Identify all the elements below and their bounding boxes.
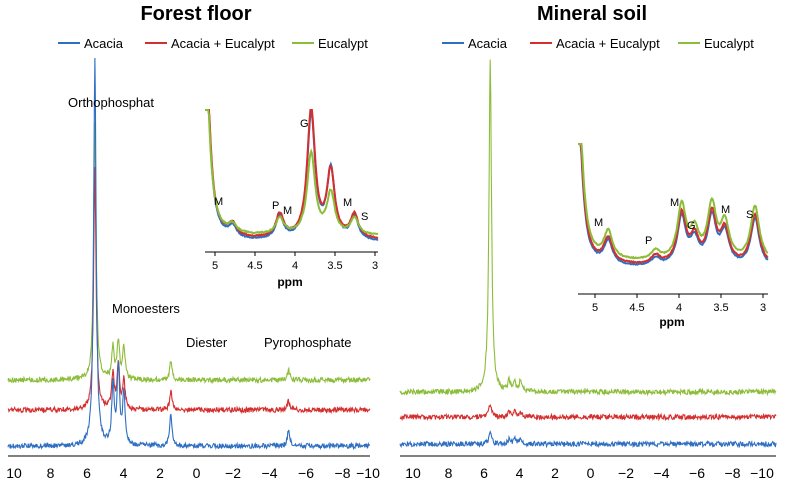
- tick-label: −2: [618, 465, 634, 481]
- tick-label: 8: [47, 465, 55, 481]
- inset-peak-label: M: [594, 217, 603, 229]
- inset-x-axis-label: ppm: [277, 275, 302, 289]
- inset-tick-label: 3: [372, 260, 378, 272]
- inset-peak-label: P: [645, 235, 652, 247]
- legend-label-acacia-eucalypt: Acacia + Eucalypt: [171, 36, 275, 51]
- tick-label: −10: [750, 465, 774, 481]
- tick-label: −8: [335, 465, 351, 481]
- tick-label: 0: [587, 465, 595, 481]
- inset-tick-label: 3.5: [713, 302, 728, 314]
- tick-label: 10: [6, 465, 22, 481]
- main-spectra: [7, 57, 371, 451]
- annotation-pyrophosphate: Pyrophosphate: [264, 335, 351, 350]
- tick-label: −2: [225, 465, 241, 481]
- inset-chart: 5 4.5 4 3.5 3 ppm M P M G M S: [205, 109, 379, 289]
- inset-peak-label: P: [272, 200, 279, 212]
- chart-title: Forest floor: [140, 3, 251, 25]
- legend-label-eucalypt: Eucalypt: [704, 36, 754, 51]
- panel-forest-floor: Forest floor Acacia Acacia + Eucalypt Eu…: [6, 3, 380, 481]
- inset-peak-label: M: [283, 205, 292, 217]
- inset-x-axis-label: ppm: [659, 315, 684, 329]
- inset-series-line-eucalypt: [205, 109, 379, 236]
- tick-label: −4: [654, 465, 670, 481]
- annotation-orthophosphat: Orthophosphat: [68, 95, 154, 110]
- inset-series-line-eucalypt: [578, 143, 769, 260]
- legend-label-acacia-eucalypt: Acacia + Eucalypt: [556, 36, 660, 51]
- tick-label: 4: [516, 465, 524, 481]
- tick-label: 10: [405, 465, 421, 481]
- inset-tick-label: 4: [676, 302, 682, 314]
- inset-peak-label: G: [687, 220, 696, 232]
- main-spectra: [399, 59, 777, 449]
- tick-label: −10: [356, 465, 380, 481]
- inset-peak-label: M: [214, 196, 223, 208]
- inset-tick-label: 4: [292, 260, 298, 272]
- series-line-acacia: [7, 57, 371, 451]
- legend-label-acacia: Acacia: [468, 36, 508, 51]
- tick-label: −6: [689, 465, 705, 481]
- series-line-acacia-eucalypt: [399, 403, 777, 422]
- legend-label-eucalypt: Eucalypt: [318, 36, 368, 51]
- inset-series-line-acacia-eucalypt: [578, 143, 769, 264]
- inset-tick-label: 5: [212, 260, 218, 272]
- inset-tick-label: 4.5: [629, 302, 644, 314]
- series-line-acacia-eucalypt: [7, 166, 371, 415]
- inset-peak-label: S: [746, 209, 753, 221]
- inset-peak-label: S: [361, 211, 368, 223]
- inset-peak-label: M: [721, 204, 730, 216]
- tick-label: 0: [193, 465, 201, 481]
- legend-label-acacia: Acacia: [84, 36, 124, 51]
- legend: Acacia Acacia + Eucalypt Eucalypt: [58, 36, 368, 51]
- chart-title: Mineral soil: [537, 3, 647, 25]
- tick-label: 8: [445, 465, 453, 481]
- series-line-eucalypt: [7, 122, 371, 385]
- inset-tick-label: 4.5: [247, 260, 262, 272]
- series-line-acacia: [399, 430, 777, 449]
- tick-label: −4: [262, 465, 278, 481]
- annotation-monoesters: Monoesters: [112, 301, 180, 316]
- inset-tick-label: 3.5: [327, 260, 342, 272]
- tick-label: 2: [156, 465, 164, 481]
- series-line-eucalypt: [399, 59, 777, 397]
- annotation-diester: Diester: [186, 335, 228, 350]
- tick-label: 6: [480, 465, 488, 481]
- inset-peak-label: M: [343, 197, 352, 209]
- x-axis-ticks: 10 8 6 4 2 0 −2 −4 −6 −8 −10: [6, 465, 380, 481]
- inset-peak-label: M: [670, 197, 679, 209]
- x-axis-ticks: 10 8 6 4 2 0 −2 −4 −6 −8 −10: [405, 465, 774, 481]
- inset-tick-label: 3: [760, 302, 766, 314]
- panel-mineral-soil: Mineral soil Acacia Acacia + Eucalypt Eu…: [399, 3, 777, 481]
- tick-label: −8: [725, 465, 741, 481]
- legend: Acacia Acacia + Eucalypt Eucalypt: [442, 36, 754, 51]
- tick-label: 6: [83, 465, 91, 481]
- tick-label: 2: [551, 465, 559, 481]
- inset-chart: 5 4.5 4 3.5 3 ppm M P M G M S: [578, 143, 769, 329]
- tick-label: −6: [298, 465, 314, 481]
- inset-peak-label: G: [300, 118, 309, 130]
- inset-tick-label: 5: [592, 302, 598, 314]
- tick-label: 4: [120, 465, 128, 481]
